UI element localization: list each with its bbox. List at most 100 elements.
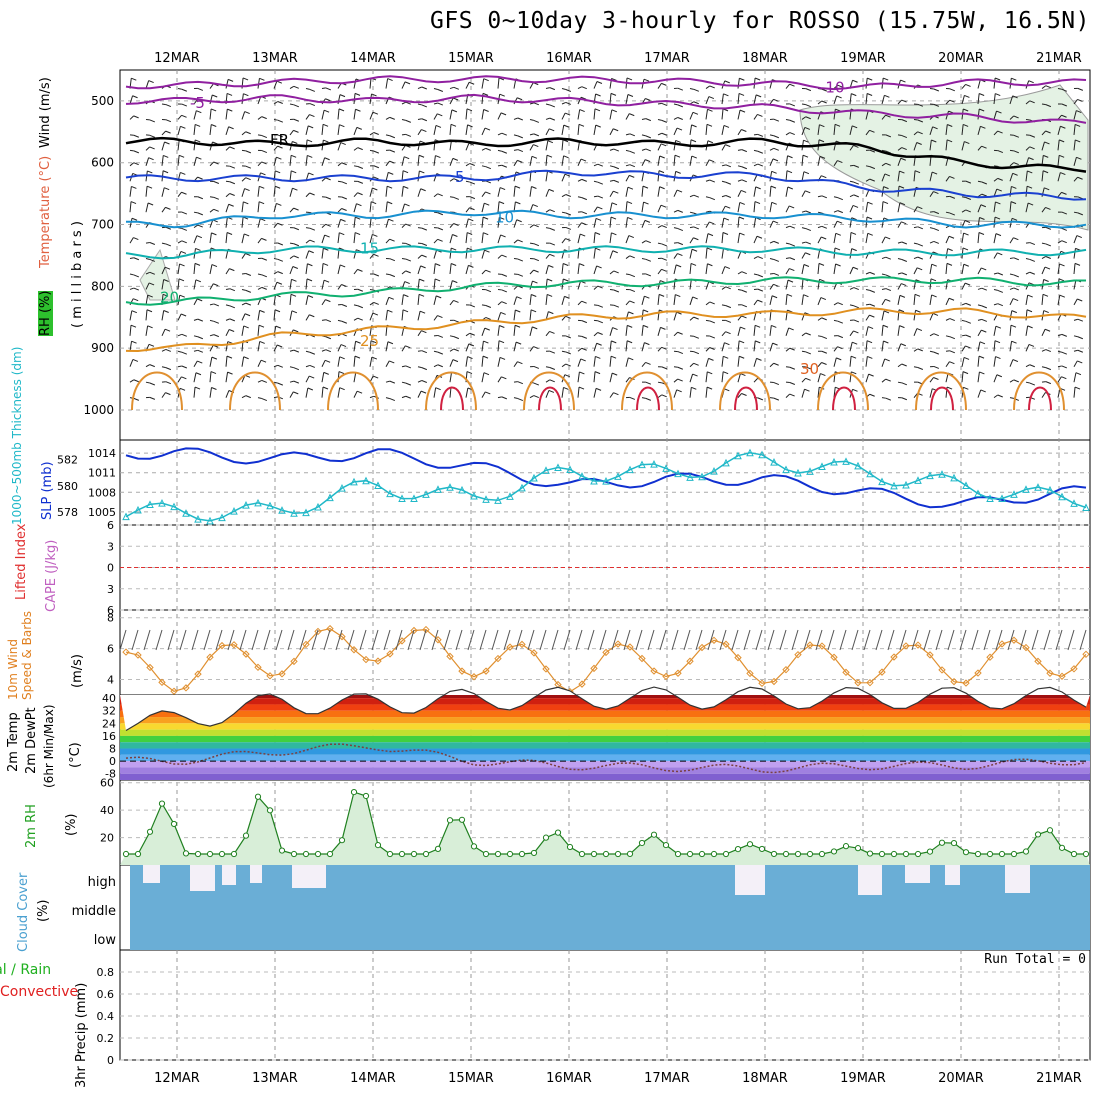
temp2m-label: 2m Temp — [6, 712, 21, 772]
wind-barb-flag — [675, 264, 682, 268]
wind-barb — [1025, 344, 1030, 352]
wind-barb — [1073, 372, 1077, 383]
wind-barb — [353, 192, 358, 198]
wind-barb — [721, 144, 726, 151]
wind-barb — [625, 175, 630, 182]
wind-barb — [817, 225, 822, 229]
wind10-barb — [803, 629, 811, 651]
wind-barb — [817, 100, 823, 105]
wind-barb-flag — [196, 110, 202, 114]
wind-barb-flag — [837, 160, 843, 164]
wind-barb — [545, 390, 550, 398]
li-tick-label: 0 — [107, 562, 114, 575]
wind-barb-flag — [1011, 310, 1017, 314]
temp-color-band — [120, 717, 1090, 724]
wind-barb-flag — [691, 155, 697, 159]
wind-barb-flag — [276, 281, 283, 285]
wind10-barb — [587, 629, 595, 651]
wind-barb-flag — [181, 376, 187, 380]
wind-barb-flag — [437, 89, 444, 92]
wind-barb — [689, 237, 694, 244]
wind-barb-flag — [213, 303, 220, 307]
wind-barb — [433, 238, 438, 244]
wind-barb-flag — [563, 387, 569, 390]
wind-barb-flag — [325, 349, 331, 353]
wind-barb-flag — [691, 248, 698, 252]
wind-barb-flag — [293, 243, 300, 247]
wind-barb-flag — [148, 157, 154, 161]
wind-barb-flag — [644, 159, 651, 163]
wind-barb — [561, 139, 564, 151]
rh2m-label: 2m RH — [24, 804, 39, 848]
wind-barb-flag — [773, 362, 779, 366]
wind10-marker — [866, 678, 874, 687]
wind-barb-flag — [498, 201, 505, 205]
wind-barb — [753, 340, 756, 352]
wind-barb — [401, 270, 407, 275]
wind-barb — [897, 158, 902, 166]
wind-barb — [769, 325, 772, 336]
wind-barb — [657, 225, 663, 229]
wind-barb — [993, 374, 998, 383]
wind-barb-flag — [147, 294, 153, 298]
wind-label: Wind (m/s) — [38, 77, 53, 148]
wind-barb-flag — [387, 309, 393, 313]
wind-barb — [353, 165, 358, 167]
wind-barb-flag — [629, 113, 635, 117]
wind-barb — [849, 205, 854, 213]
wind-barb-flag — [596, 265, 602, 269]
wind-barb — [497, 187, 501, 197]
wind-barb-flag — [949, 99, 955, 103]
wind-barb-flag — [309, 375, 315, 379]
wind-barb-flag — [517, 381, 524, 385]
wind-barb — [801, 350, 806, 353]
thickness-marker — [182, 509, 190, 517]
contour-label: -10 — [820, 79, 845, 97]
wind-barb — [129, 287, 134, 290]
wind-barb — [513, 160, 518, 167]
temp-color-band — [120, 761, 1090, 768]
wind-barb-flag — [933, 88, 940, 92]
rh2m-marker — [218, 850, 226, 858]
wind-barb-flag — [133, 274, 140, 278]
thickness-marker — [410, 494, 418, 503]
wind-barb-flag — [485, 391, 491, 395]
thickness-marker — [542, 466, 550, 474]
wind-barb-flag — [645, 135, 652, 139]
wind-barb-flag — [229, 268, 235, 272]
hot-contour-lobe — [440, 386, 464, 411]
wind-barb-flag — [1045, 85, 1051, 89]
wind-barb-flag — [1061, 376, 1067, 380]
wind-barb-flag — [1013, 162, 1019, 166]
wind-barb — [273, 344, 278, 352]
wind-barb — [705, 233, 709, 244]
wind-barb-flag — [323, 371, 329, 375]
contour-label: 5 — [455, 168, 465, 186]
wind-barb — [513, 342, 517, 352]
wind-barb — [769, 186, 772, 197]
wind-barb-flag — [1075, 372, 1082, 376]
wind-barb — [721, 342, 725, 352]
wind-barb-flag — [901, 382, 908, 386]
wind-barb-flag — [501, 132, 507, 136]
wind-barb — [337, 371, 340, 383]
wind-barb — [289, 366, 294, 369]
wind-barb — [481, 372, 485, 383]
wind10-barb — [539, 629, 547, 651]
warm-contour-lobe — [915, 371, 967, 411]
wind-barb — [785, 186, 789, 197]
wind10-marker — [266, 672, 274, 680]
wind-barb-flag — [613, 392, 619, 396]
wind-barb-flag — [611, 372, 618, 376]
wind-barb — [593, 81, 598, 89]
wind10-barb — [227, 629, 235, 651]
wind-barb — [769, 158, 774, 167]
rh2m-marker — [482, 850, 490, 858]
wind-barb-flag — [261, 150, 268, 154]
wind-barb-flag — [245, 165, 252, 169]
wind-barb-flag — [421, 367, 428, 371]
thickness-marker — [206, 516, 214, 525]
wind-barb — [1009, 115, 1014, 120]
wind-barb-flag — [277, 364, 284, 368]
wind-barb — [737, 393, 742, 398]
